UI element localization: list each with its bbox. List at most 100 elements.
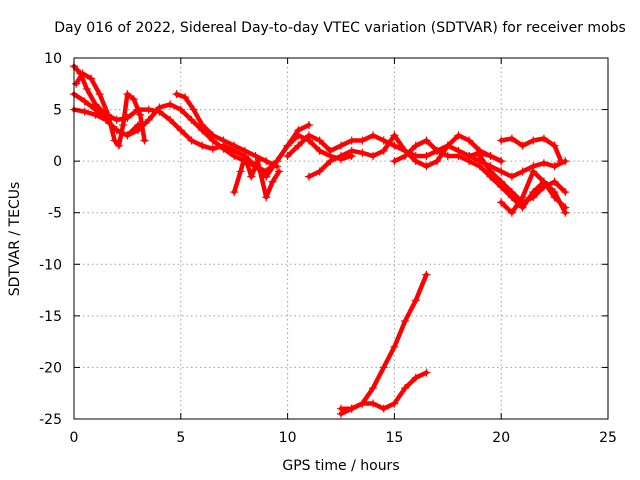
y-tick-label: -20 [39, 360, 62, 376]
data-point-marker [347, 146, 356, 155]
data-point-marker [475, 157, 484, 166]
data-point-marker [240, 151, 249, 160]
series-track-15 [337, 368, 431, 413]
data-point-marker [561, 157, 570, 166]
data-point-marker [358, 148, 367, 157]
data-point-marker [358, 399, 367, 408]
data-point-marker [187, 115, 196, 124]
data-point-marker [433, 157, 442, 166]
series-line [174, 91, 280, 169]
series-track-10 [475, 151, 570, 207]
data-point-marker [454, 151, 463, 160]
series-track-6 [230, 151, 284, 202]
data-point-marker [144, 115, 153, 124]
data-point-marker [390, 157, 399, 166]
data-point-marker [422, 136, 431, 145]
data-point-marker [465, 151, 474, 160]
data-point-marker [230, 151, 239, 160]
data-point-marker [369, 384, 378, 393]
data-point-marker [443, 141, 452, 150]
data-point-marker [172, 90, 181, 99]
data-point-marker [304, 131, 313, 140]
data-point-marker [176, 126, 185, 135]
data-point-marker [251, 151, 260, 160]
y-tick-label: 10 [44, 51, 62, 67]
data-point-marker [262, 157, 271, 166]
data-point-marker [283, 141, 292, 150]
data-point-marker [155, 103, 164, 112]
data-point-marker [114, 141, 123, 150]
data-point-marker [123, 131, 132, 140]
x-tick-label: 20 [492, 430, 510, 446]
data-point-marker [347, 136, 356, 145]
data-point-marker [112, 115, 121, 124]
data-point-marker [486, 162, 495, 171]
series-track-5 [172, 90, 281, 171]
x-axis-label: GPS time / hours [282, 458, 399, 474]
data-point-marker [507, 188, 516, 197]
x-tick-label: 15 [385, 430, 403, 446]
series-line [466, 153, 568, 179]
data-point-marker [304, 172, 313, 181]
data-point-marker [337, 141, 345, 150]
data-point-marker [411, 141, 420, 150]
data-point-marker [422, 368, 431, 377]
plot-frame [73, 57, 609, 420]
data-point-marker [268, 177, 277, 186]
data-point-marker [262, 167, 271, 176]
data-point-marker [550, 177, 559, 186]
data-point-marker [486, 151, 495, 160]
data-point-marker [401, 317, 410, 326]
x-tick-label: 10 [279, 430, 297, 446]
data-point-marker [422, 151, 431, 160]
x-tick-label: 25 [599, 430, 617, 446]
data-point-marker [497, 136, 506, 145]
series-track-4 [70, 105, 143, 140]
data-point-marker [497, 167, 506, 176]
data-point-marker [230, 141, 239, 150]
y-tick-label: -15 [39, 309, 62, 325]
data-point-marker [262, 193, 271, 202]
data-point-marker [539, 134, 548, 143]
data-point-marker [379, 136, 388, 145]
data-point-marker [326, 157, 335, 166]
y-tick-label: 0 [53, 154, 62, 170]
data-point-marker [112, 126, 121, 135]
data-point-marker [529, 136, 538, 145]
data-point-marker [465, 136, 474, 145]
data-point-marker [539, 177, 548, 186]
data-point-marker [369, 151, 378, 160]
series-track-12 [497, 134, 566, 166]
series-line [71, 64, 354, 179]
data-point-marker [443, 151, 452, 160]
data-point-marker [102, 115, 111, 124]
data-point-marker [390, 399, 399, 408]
y-tick-label: -10 [39, 257, 62, 273]
data-point-marker [315, 136, 324, 145]
series-line [338, 272, 429, 417]
series-track-11 [497, 167, 570, 217]
data-point-marker [91, 110, 100, 119]
data-point-marker [337, 151, 345, 160]
series-track-13 [465, 151, 570, 181]
data-point-marker [315, 146, 324, 155]
data-point-marker [247, 172, 256, 181]
x-tick-label: 5 [176, 430, 185, 446]
data-point-marker [401, 151, 410, 160]
data-point-marker [140, 136, 149, 145]
data-point-marker [275, 167, 284, 176]
data-point-marker [539, 159, 548, 168]
data-point-marker [166, 115, 175, 124]
data-point-marker [283, 151, 292, 160]
data-point-marker [326, 146, 335, 155]
data-point-marker [529, 193, 538, 202]
data-point-marker [390, 141, 399, 150]
y-tick-label: -25 [39, 412, 62, 428]
data-point-marker [219, 144, 228, 153]
data-point-marker [518, 193, 527, 202]
data-point-marker [529, 162, 538, 171]
data-point-marker [110, 136, 119, 145]
series-line [73, 71, 147, 148]
data-point-marker [507, 208, 516, 217]
